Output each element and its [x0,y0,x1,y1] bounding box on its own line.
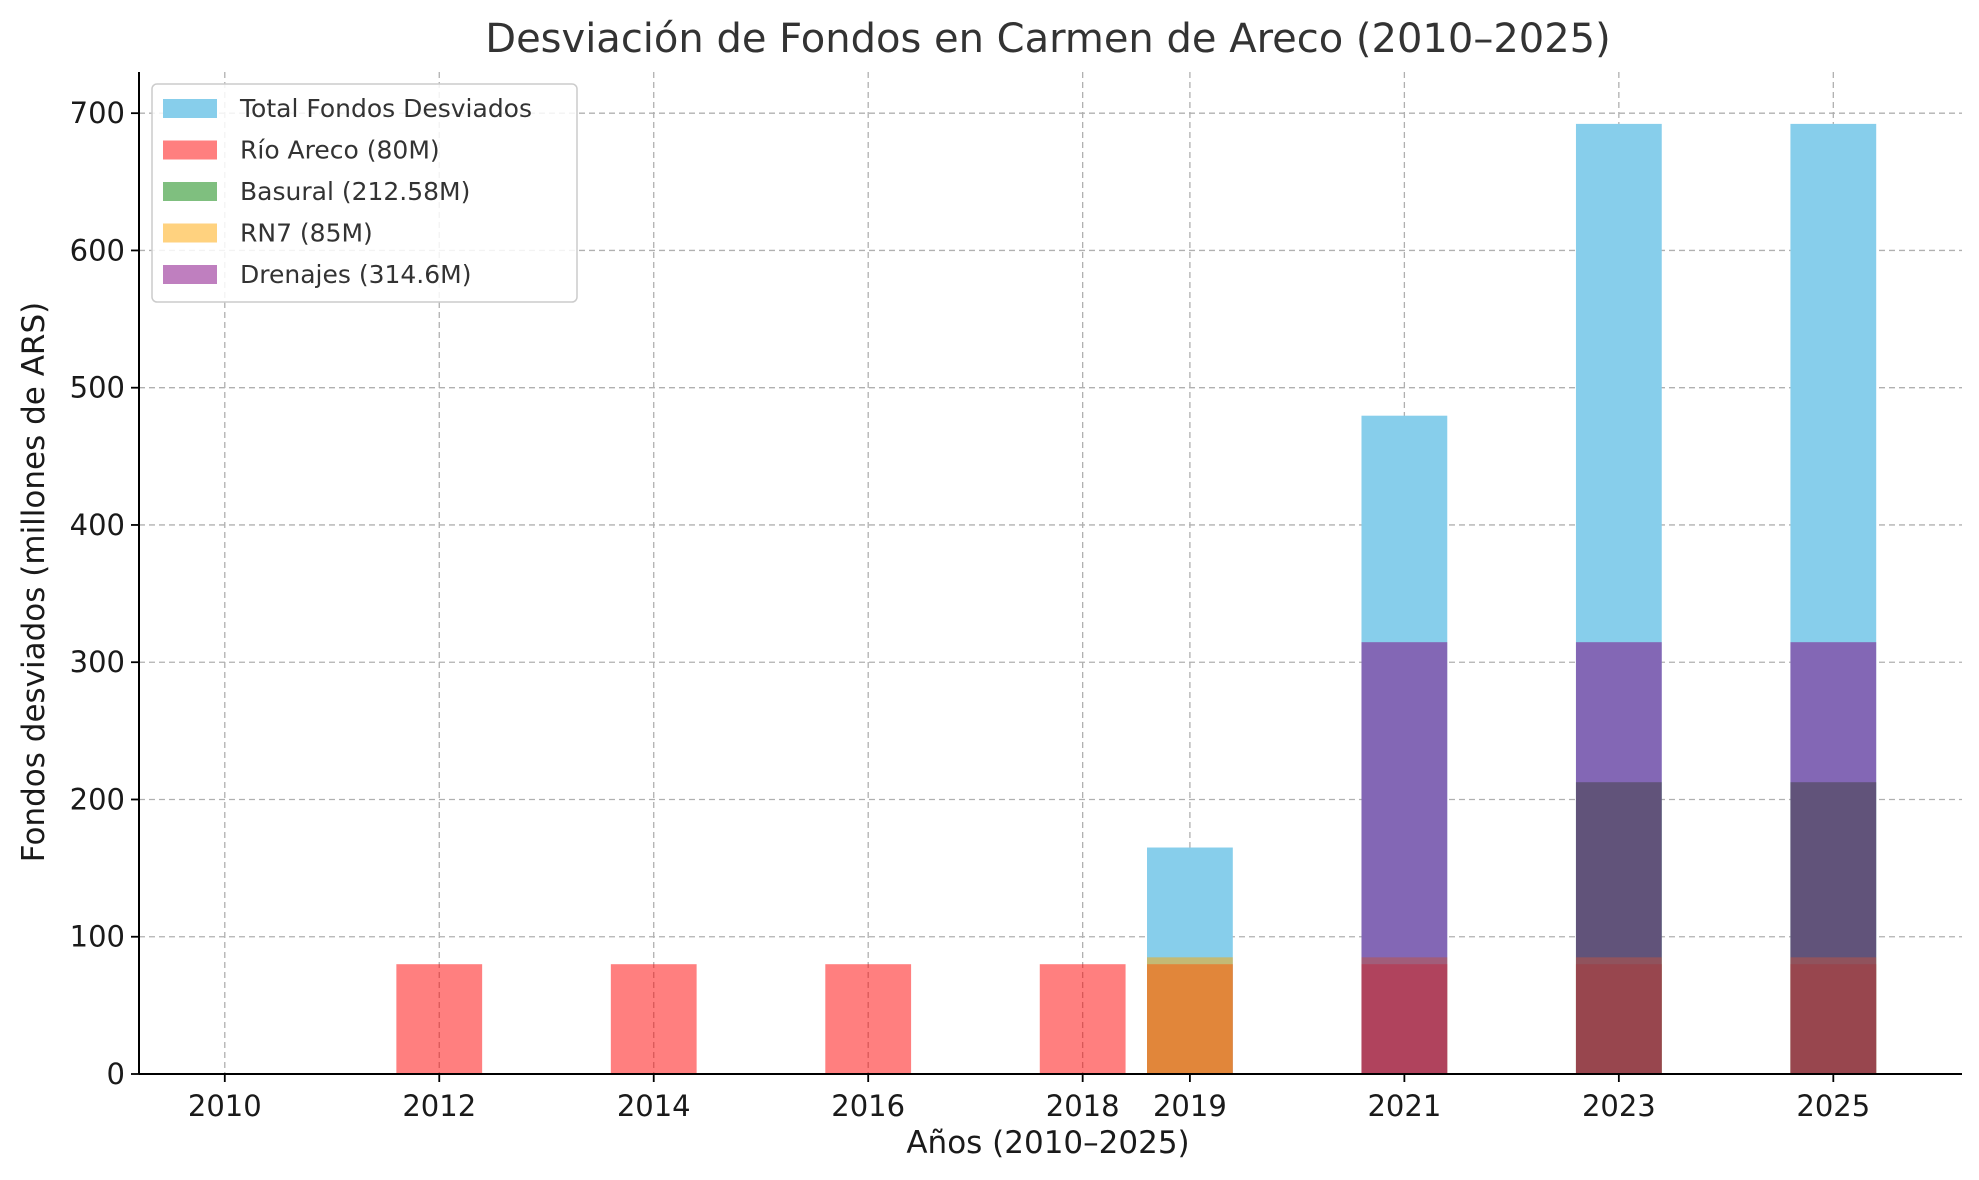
legend-frame [151,83,578,303]
y-tick-label: 0 [107,1057,125,1091]
axes [131,72,1962,1082]
y-tick-label: 400 [70,508,125,542]
bar-series-4-2025 [1790,642,1877,1074]
legend-entry: Basural (212.58M) [240,177,470,206]
x-tick-label: 2025 [1796,1089,1870,1123]
y-tick-label: 600 [70,233,125,267]
y-tick-label: 200 [70,782,125,816]
legend-swatch [163,140,217,160]
x-tick-label: 2010 [188,1089,262,1123]
y-tick-label: 500 [70,371,125,405]
bar-series-1-2012 [396,964,483,1074]
x-tick-label: 2023 [1582,1089,1656,1123]
x-tick-label: 2012 [402,1089,476,1123]
legend-swatch [163,182,217,201]
bars [396,123,1877,1075]
legend-swatch [163,223,217,243]
tick-labels: 0 100 200 300 400 500 600 700 2010 2012 2014 2016 20… [70,96,1871,1123]
y-tick-label: 300 [70,645,125,679]
chart-title: Desviación de Fondos en Carmen de Areco … [485,16,1610,62]
x-tick-label: 2014 [617,1089,691,1123]
legend-entry: Drenajes (314.6M) [240,260,471,289]
x-tick-label: 2016 [831,1089,905,1123]
legend-entry: Río Areco (80M) [240,136,440,165]
bar-series-4-2021 [1361,642,1448,1074]
y-tick-label: 700 [70,96,125,130]
x-tick-label: 2019 [1153,1089,1227,1123]
legend: Total Fondos Desviados Río Areco (80M) Bas… [151,83,578,303]
bar-series-1-2016 [825,964,912,1074]
bar-series-4-2023 [1575,642,1662,1074]
bar-series-1-2018 [1039,964,1126,1074]
legend-swatch [163,99,217,118]
x-tick-label: 2018 [1046,1089,1120,1123]
legend-swatch [163,265,217,284]
bar-series-1-2014 [610,964,697,1074]
y-tick-label: 100 [70,920,125,954]
legend-entry: RN7 (85M) [240,219,373,248]
bar-series-3-2019 [1147,957,1233,1074]
y-axis-label: Fondos desviados (millones de ARS) [16,302,52,862]
x-tick-label: 2021 [1367,1089,1441,1123]
x-axis-label: Años (2010–2025) [906,1125,1189,1161]
legend-entry: Total Fondos Desviados [239,94,532,123]
